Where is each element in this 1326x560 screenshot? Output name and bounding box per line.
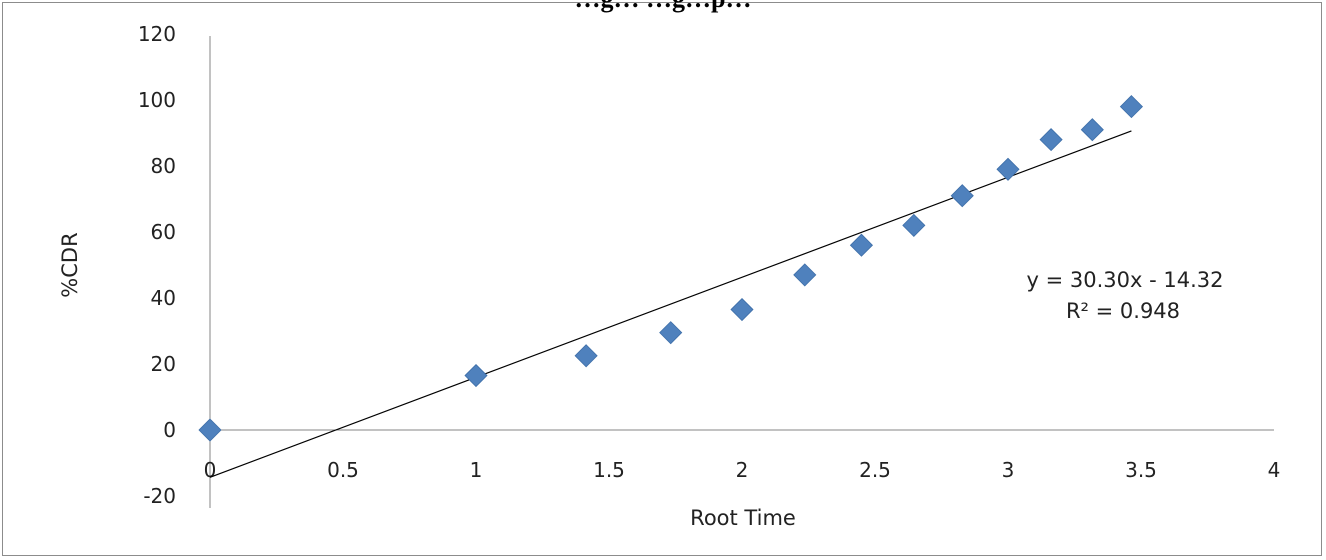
data-point [950,184,974,208]
data-point [730,297,754,322]
y-tick-label: 100 [138,88,176,112]
x-tick-label: 0 [204,458,217,482]
y-axis-title: %CDR [58,232,82,297]
y-tick-label: 40 [151,286,176,310]
y-tick-label: 80 [151,154,176,178]
x-axis-title: Root Time [690,506,796,530]
x-tick-label: 1 [470,458,483,482]
data-point [1039,128,1063,152]
data-point [902,213,926,237]
trendline-r-squared: R² = 0.948 [1066,299,1180,323]
y-tick-label: 60 [151,220,176,244]
x-tick-label: 2 [736,458,749,482]
data-point [793,263,817,287]
data-point [198,418,222,442]
data-point [574,344,598,368]
data-point [1119,95,1143,119]
data-point [849,233,873,257]
x-tick-label: 3 [1002,458,1015,482]
y-tick-label: 20 [151,352,176,376]
y-tick-label: 120 [138,22,176,46]
x-tick-label: 4 [1268,458,1281,482]
data-point [464,363,488,388]
y-tick-label: 0 [163,418,176,442]
trendline-group [209,130,1132,478]
axes: -20 0 20 40 60 80 100 120 0 0.5 1 1.5 2 2.5 3 3.5 4 [138,22,1281,508]
trendline-equation: y = 30.30x - 14.32 [1027,268,1224,292]
chart-title: …g… …g…p… [0,0,1326,14]
x-tick-label: 2.5 [859,458,891,482]
data-point [996,157,1020,181]
data-point [1080,118,1104,142]
y-tick-label: -20 [143,484,176,508]
x-tick-label: 3.5 [1125,458,1157,482]
data-point [659,321,683,345]
data-points [198,95,1143,442]
trendline [209,130,1132,478]
x-tick-label: 0.5 [327,458,359,482]
x-tick-label: 1.5 [593,458,625,482]
